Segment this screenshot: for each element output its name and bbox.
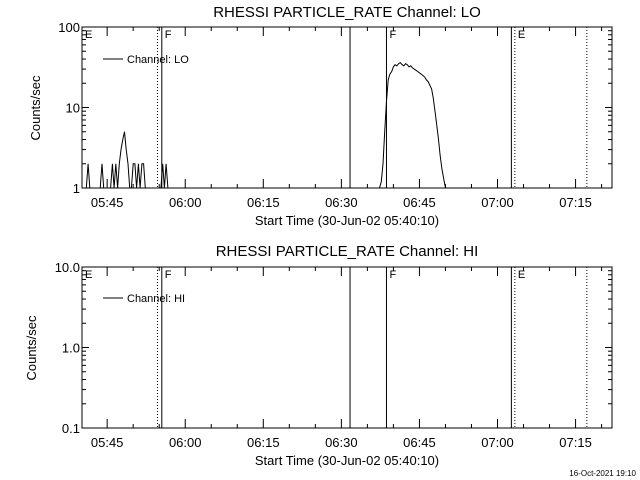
- x-tick-label: 05:45: [91, 435, 124, 450]
- hi-title: RHESSI PARTICLE_RATE Channel: HI: [216, 243, 479, 260]
- hi-y-axis-label: Counts/sec: [24, 315, 39, 381]
- hi-legend-label: Channel: HI: [127, 293, 185, 305]
- series-line-1: [379, 62, 448, 189]
- lo-y-axis-label: Counts/sec: [28, 75, 43, 141]
- event-label: F: [165, 269, 172, 281]
- lo-legend-label: Channel: LO: [127, 54, 189, 66]
- x-tick-label: 07:15: [559, 435, 592, 450]
- x-tick-label: 06:15: [247, 435, 280, 450]
- event-label: E: [85, 29, 92, 41]
- hi-channel-panel: RHESSI PARTICLE_RATE Channel: HI Counts/…: [24, 243, 613, 468]
- x-tick-label: 07:00: [481, 435, 514, 450]
- x-tick-label: 06:15: [247, 195, 280, 210]
- event-label: E: [518, 29, 525, 41]
- y-tick-label: 100: [58, 20, 80, 35]
- y-tick-label: 0.1: [62, 421, 80, 436]
- x-tick-label: 06:45: [403, 435, 436, 450]
- timestamp: 16-Oct-2021 19:10: [569, 469, 636, 478]
- x-tick-label: 06:30: [325, 195, 358, 210]
- lo-channel-panel: RHESSI PARTICLE_RATE Channel: LO Counts/…: [28, 4, 613, 228]
- lo-title: RHESSI PARTICLE_RATE Channel: LO: [213, 4, 481, 21]
- x-tick-label: 06:00: [169, 435, 202, 450]
- event-label: F: [389, 29, 396, 41]
- event-label: F: [389, 269, 396, 281]
- event-label: E: [85, 269, 92, 281]
- x-tick-label: 06:00: [169, 195, 202, 210]
- x-tick-label: 05:45: [91, 195, 124, 210]
- event-label: F: [165, 29, 172, 41]
- hi-x-axis-label: Start Time (30-Jun-02 05:40:10): [255, 453, 439, 468]
- x-tick-label: 06:45: [403, 195, 436, 210]
- event-label: E: [518, 269, 525, 281]
- y-tick-label: 1: [73, 181, 80, 196]
- x-tick-label: 06:30: [325, 435, 358, 450]
- y-tick-label: 10.0: [55, 260, 80, 275]
- lo-legend: Channel: LO: [103, 54, 189, 66]
- series-line-0: [85, 131, 172, 189]
- y-tick-label: 1.0: [62, 341, 80, 356]
- x-tick-label: 07:00: [481, 195, 514, 210]
- hi-legend: Channel: HI: [103, 293, 185, 305]
- y-tick-label: 10: [66, 101, 80, 116]
- x-tick-label: 07:15: [559, 195, 592, 210]
- lo-x-axis-label: Start Time (30-Jun-02 05:40:10): [255, 213, 439, 228]
